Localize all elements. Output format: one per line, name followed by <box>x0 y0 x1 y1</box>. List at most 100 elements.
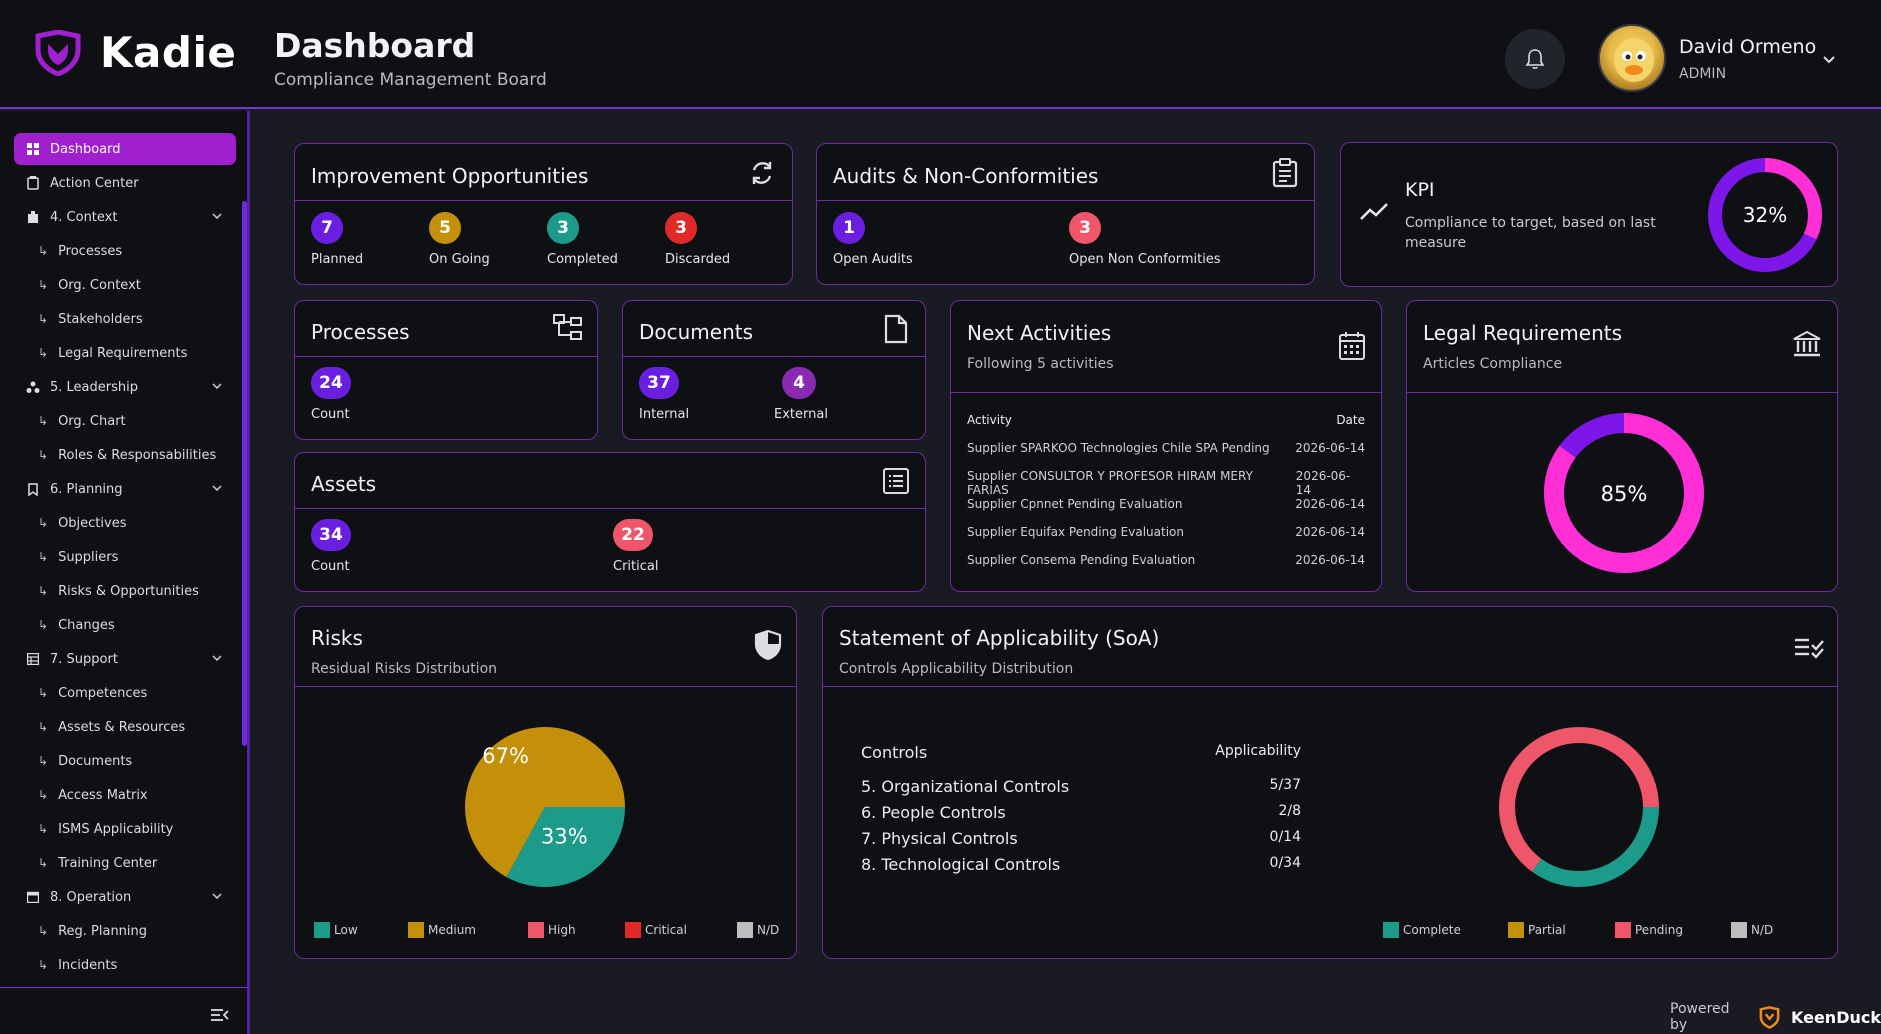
control-name: 8. Technological Controls <box>861 855 1061 874</box>
sidebar-item-planning[interactable]: 6. Planning <box>14 473 236 505</box>
document-icon[interactable] <box>884 314 908 348</box>
date-cell: 2026-06-14 <box>1295 497 1365 511</box>
sidebar-item-processes[interactable]: ↳ Processes <box>14 235 236 267</box>
card-divider <box>623 356 925 357</box>
sidebar-item-access-matrix[interactable]: ↳ Access Matrix <box>14 779 236 811</box>
sidebar-item-label: Legal Requirements <box>58 345 188 361</box>
sidebar-item-assets-resources[interactable]: ↳ Assets & Resources <box>14 711 236 743</box>
legend-label: Partial <box>1528 923 1566 937</box>
card-title: Audits & Non-Conformities <box>833 164 1099 188</box>
card-divider <box>823 686 1837 687</box>
legend-item[interactable]: Critical <box>625 922 687 938</box>
sidebar-item-reg-planning[interactable]: ↳ Reg. Planning <box>14 915 236 947</box>
legend-item[interactable]: High <box>528 922 576 938</box>
page-title: Dashboard <box>274 26 476 65</box>
refresh-icon[interactable] <box>748 158 776 192</box>
soa-row[interactable]: 5. Organizational Controls 5/37 <box>861 777 1301 796</box>
hierarchy-icon <box>26 380 40 394</box>
table-row[interactable]: Supplier SPARKOO Technologies Chile SPA … <box>967 441 1365 455</box>
stat-label: Completed <box>547 252 618 267</box>
sidebar-item-label: 4. Context <box>50 209 118 225</box>
card-divider <box>295 356 597 357</box>
sidebar-item-stakeholders[interactable]: ↳ Stakeholders <box>14 303 236 335</box>
legend-label: Complete <box>1403 923 1461 937</box>
calendar-icon <box>26 890 40 904</box>
sitemap-icon[interactable] <box>553 314 583 346</box>
notifications-button[interactable] <box>1505 29 1565 89</box>
shield-logo-icon <box>35 29 81 76</box>
page-subtitle: Compliance Management Board <box>274 70 547 90</box>
stat-assets-critical[interactable]: 22 Critical <box>613 519 658 574</box>
stat-planned[interactable]: 7 Planned <box>311 212 363 267</box>
shield-half-icon[interactable] <box>754 629 782 665</box>
sidebar-item-dashboard[interactable]: Dashboard <box>14 133 236 165</box>
sidebar-item-suppliers[interactable]: ↳ Suppliers <box>14 541 236 573</box>
legend-item[interactable]: N/D <box>1731 922 1773 938</box>
dashboard-icon <box>26 142 40 156</box>
chevron-down-icon[interactable] <box>212 889 222 904</box>
legend-item[interactable]: Medium <box>408 922 476 938</box>
stat-internal[interactable]: 37 Internal <box>639 367 689 422</box>
sidebar-item-roles[interactable]: ↳ Roles & Responsabilities <box>14 439 236 471</box>
chevron-down-icon[interactable] <box>212 651 222 666</box>
sidebar-item-org-context[interactable]: ↳ Org. Context <box>14 269 236 301</box>
sidebar-item-org-chart[interactable]: ↳ Org. Chart <box>14 405 236 437</box>
table-row[interactable]: Supplier CONSULTOR Y PROFESOR HIRAM MERY… <box>967 469 1365 497</box>
stat-completed[interactable]: 3 Completed <box>547 212 618 267</box>
sidebar-item-incidents[interactable]: ↳ Incidents <box>14 949 236 981</box>
sidebar-item-documents[interactable]: ↳ Documents <box>14 745 236 777</box>
sidebar-item-context[interactable]: 4. Context <box>14 201 236 233</box>
sidebar-item-risks-opportunities[interactable]: ↳ Risks & Opportunities <box>14 575 236 607</box>
sidebar-item-competences[interactable]: ↳ Competences <box>14 677 236 709</box>
powered-by-label: Powered by <box>1670 1001 1730 1033</box>
sidebar-item-label: Processes <box>58 243 123 259</box>
sidebar-item-support[interactable]: 7. Support <box>14 643 236 675</box>
donut-segment-pending <box>1499 727 1659 887</box>
sidebar-scrollbar[interactable] <box>242 201 247 746</box>
sidebar-item-objectives[interactable]: ↳ Objectives <box>14 507 236 539</box>
chevron-down-icon[interactable] <box>212 379 222 394</box>
stat-discarded[interactable]: 3 Discarded <box>665 212 730 267</box>
sidebar-item-label: Assets & Resources <box>58 719 186 735</box>
sidebar-item-action-center[interactable]: Action Center <box>14 167 236 199</box>
collapse-sidebar-icon[interactable] <box>210 1007 230 1027</box>
sidebar-item-leadership[interactable]: 5. Leadership <box>14 371 236 403</box>
next-activities-card: Next Activities Following 5 activities A… <box>950 300 1382 592</box>
soa-card: Statement of Applicability (SoA) Control… <box>822 606 1838 959</box>
legend-item[interactable]: Pending <box>1615 922 1683 938</box>
soa-row[interactable]: 8. Technological Controls 0/34 <box>861 855 1301 874</box>
stat-assets-count[interactable]: 34 Count <box>311 519 351 574</box>
clipboard-list-icon[interactable] <box>1271 158 1299 192</box>
legend-item[interactable]: Partial <box>1508 922 1566 938</box>
bank-icon[interactable] <box>1792 329 1822 363</box>
user-menu-chevron-icon[interactable] <box>1822 50 1836 69</box>
stat-open-non-conformities[interactable]: 3 Open Non Conformities <box>1069 212 1221 267</box>
legend-item[interactable]: Low <box>314 922 358 938</box>
calendar-grid-icon[interactable] <box>1338 331 1366 365</box>
sidebar-item-label: Changes <box>58 617 115 633</box>
subitem-arrow-icon: ↳ <box>38 584 49 598</box>
list-box-icon[interactable] <box>882 467 910 499</box>
stat-process-count[interactable]: 24 Count <box>311 367 351 422</box>
table-row[interactable]: Supplier Equifax Pending Evaluation 2026… <box>967 525 1365 539</box>
table-row[interactable]: Supplier Cpnnet Pending Evaluation 2026-… <box>967 497 1365 511</box>
legend-item[interactable]: N/D <box>737 922 779 938</box>
sidebar-item-isms-applicability[interactable]: ↳ ISMS Applicability <box>14 813 236 845</box>
soa-row[interactable]: 6. People Controls 2/8 <box>861 803 1301 822</box>
stat-on-going[interactable]: 5 On Going <box>429 212 490 267</box>
stat-external[interactable]: 4 External <box>774 367 828 422</box>
legend-item[interactable]: Complete <box>1383 922 1461 938</box>
avatar[interactable] <box>1598 24 1666 92</box>
sidebar-item-training-center[interactable]: ↳ Training Center <box>14 847 236 879</box>
stat-open-audits[interactable]: 1 Open Audits <box>833 212 913 267</box>
checklist-icon[interactable] <box>1793 635 1825 663</box>
soa-row[interactable]: 7. Physical Controls 0/14 <box>861 829 1301 848</box>
sidebar-item-operation[interactable]: 8. Operation <box>14 881 236 913</box>
app-logo[interactable]: Kadie <box>32 28 236 77</box>
chevron-down-icon[interactable] <box>212 209 222 224</box>
chevron-down-icon[interactable] <box>212 481 222 496</box>
sidebar-item-legal-requirements[interactable]: ↳ Legal Requirements <box>14 337 236 369</box>
card-title: Statement of Applicability (SoA) <box>839 626 1160 650</box>
sidebar-item-changes[interactable]: ↳ Changes <box>14 609 236 641</box>
table-row[interactable]: Supplier Consema Pending Evaluation 2026… <box>967 553 1365 567</box>
